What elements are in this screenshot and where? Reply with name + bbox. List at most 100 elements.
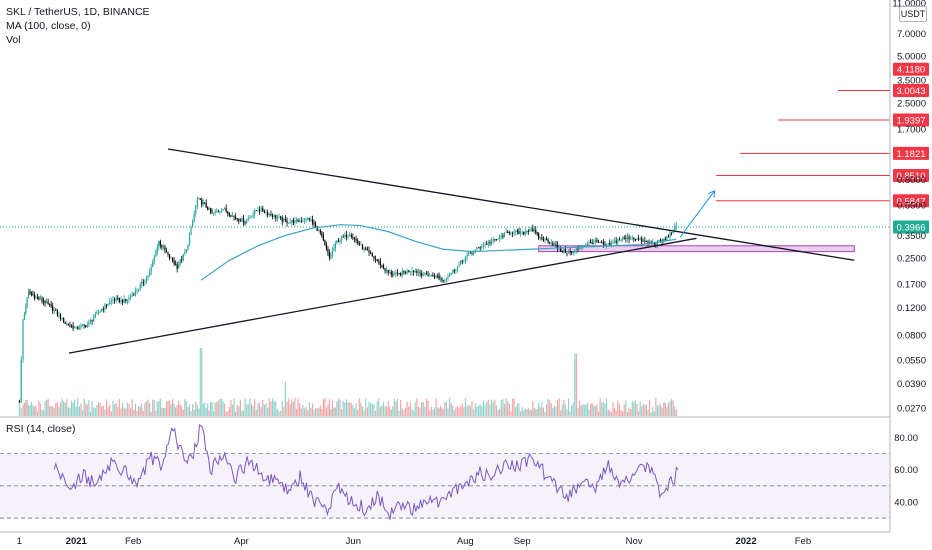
ma-legend-text: MA (100, close, 0) [6,20,91,32]
candle-body [637,238,640,240]
volume-bar [390,409,392,416]
volume-bar [133,410,135,416]
candle-body [94,313,96,318]
candle-body [365,248,367,250]
volume-bar [337,398,340,416]
volume-bar [171,398,174,416]
volume-bar [297,398,299,416]
candle-body [615,240,617,243]
volume-bar [670,399,673,416]
volume-bar [175,407,177,416]
volume-bar [585,404,587,416]
candle-body [647,241,649,243]
candle-body [366,249,369,251]
vol-legend[interactable]: Vol [6,34,21,46]
currency-unit-button[interactable]: USDT [899,6,927,22]
volume-bar [521,407,523,416]
volume-bar [439,405,442,416]
candle-body [609,243,611,245]
volume-bar [381,405,383,416]
candle-body [432,274,434,277]
volume-bar [626,411,629,416]
volume-bar [442,408,444,416]
volume-bar [152,399,154,416]
time-tick-label: Jun [346,536,361,547]
candle-body [52,306,54,311]
candle-body [260,208,262,211]
candle-body [466,254,468,257]
volume-bar [227,411,229,416]
volume-bar [199,348,201,416]
candle-body [583,245,585,247]
volume-bar [630,408,632,416]
candle-body [458,263,460,266]
volume-bar [523,410,525,416]
rsi-line [53,424,679,520]
volume-bar [165,401,168,416]
volume-bar [664,402,666,416]
candle-body [674,226,676,232]
candle-body [201,199,203,205]
volume-bar [61,398,63,416]
candle-body [305,218,307,221]
candle-body [596,239,598,243]
volume-bar [36,411,39,416]
volume-bar [102,405,104,416]
volume-bar [246,404,248,416]
volume-bar [18,402,20,416]
candle-body [519,232,522,234]
candle-body [238,218,240,221]
volume-bar [374,410,377,416]
volume-bar [213,411,215,416]
volume-bar [265,403,267,416]
volume-bar [231,404,234,416]
symbol-legend[interactable]: SKL / TetherUS, 1D, BINANCE [6,6,150,18]
candle-body [284,218,287,221]
candle-body [258,209,261,211]
candle-body [482,245,485,247]
candle-body [139,284,141,290]
volume-bar [648,400,651,416]
volume-bar [49,406,51,416]
vol-legend-text: Vol [6,34,21,46]
volume-bar [130,408,132,416]
candle-body [363,248,365,250]
candle-body [75,326,77,328]
time-tick-label: 2021 [66,536,88,547]
volume-bar [230,399,232,416]
volume-bar [406,401,408,416]
candle-body [666,236,668,240]
candle-body [353,238,356,239]
volume-bar [187,406,189,416]
volume-bar [460,405,462,416]
candle-body [236,218,238,219]
price-tick-label: 0.5500 [897,200,926,211]
volume-bar [254,399,256,416]
volume-bar [255,410,257,416]
ma-legend[interactable]: MA (100, close, 0) [6,20,91,32]
volume-bar [519,411,522,416]
candle-body [208,208,210,211]
volume-bar [80,403,82,416]
volume-bar [416,398,418,416]
candle-body [575,248,578,250]
rsi-legend[interactable]: RSI (14, close) [6,423,75,435]
candle-body [292,220,294,224]
candle-body [545,238,548,240]
volume-bar [184,399,186,416]
candle-body [55,309,57,311]
candle-body [667,236,670,238]
candle-body [352,237,354,239]
candle-body [469,252,471,254]
volume-bar [384,406,386,416]
candle-body [39,298,42,300]
candle-body [49,304,51,305]
candle-body [379,261,381,266]
candle-body [411,270,413,272]
candle-body [307,218,309,219]
volume-bar [56,402,58,416]
candle-body [473,251,475,254]
candle-body [610,242,612,245]
candle-body [255,210,257,211]
